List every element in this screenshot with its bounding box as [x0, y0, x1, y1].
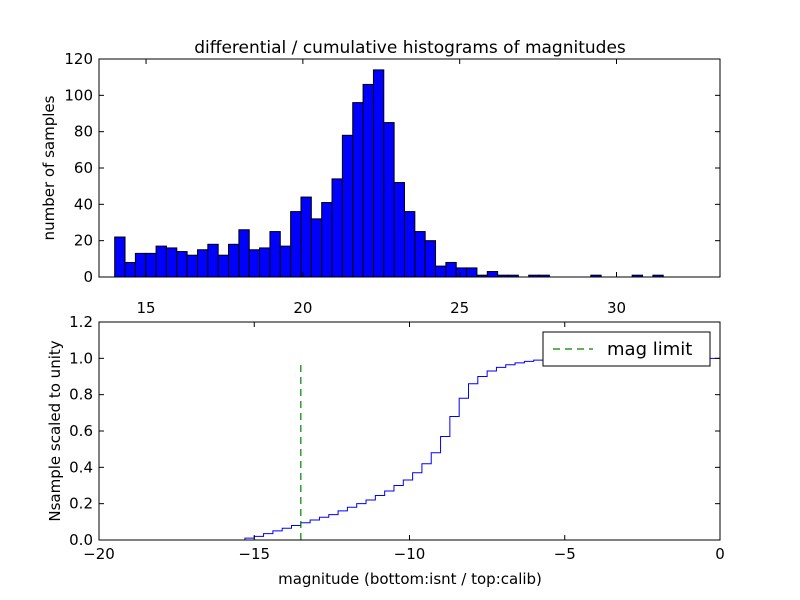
histogram-bar [165, 247, 178, 278]
histogram-panel: differential / cumulative histograms of … [40, 38, 721, 317]
cumulative-lines [99, 357, 721, 541]
histogram-bar [383, 122, 395, 278]
histogram-bar [403, 211, 416, 278]
bottom-y-tick-label: 0.8 [69, 386, 93, 404]
top-y-tick-label: 100 [64, 86, 93, 104]
bottom-x-tick-label: −5 [554, 545, 576, 563]
histogram-bar [341, 134, 354, 278]
top-axis-ticks: 15 20 25 30 0 20 40 60 80 100 120 [64, 50, 720, 317]
histogram-bar [321, 202, 333, 278]
top-plot-frame [98, 58, 721, 278]
bottom-y-tick-label: 0.4 [69, 458, 93, 476]
bottom-y-tick-label: 1.2 [69, 313, 93, 331]
histogram-bar [290, 211, 302, 278]
histogram-bar [124, 261, 136, 278]
histogram-bar [466, 267, 478, 278]
histogram-bar [279, 245, 292, 278]
histogram-bar [145, 252, 157, 278]
top-y-tick-label: 20 [74, 232, 93, 250]
top-x-tick-label: 30 [607, 299, 626, 317]
legend-label-mag-limit: mag limit [607, 339, 692, 360]
cumulative-panel: magnitude (bottom:isnt / top:calib) Nsam… [46, 313, 725, 588]
histogram-bar [155, 245, 167, 278]
histogram-bar [238, 229, 250, 278]
cumulative-step-line [99, 357, 721, 541]
top-y-tick-label: 120 [64, 50, 93, 68]
bottom-x-tick-label: 0 [715, 545, 725, 563]
histogram-bar [300, 196, 312, 278]
histogram-bar [435, 265, 447, 278]
histogram-bar [269, 231, 281, 278]
histogram-bar [352, 102, 364, 278]
bottom-y-tick-label: 1.0 [69, 349, 93, 367]
bottom-plot-frame [98, 321, 721, 541]
bottom-y-axis-label: Nsample scaled to unity [46, 340, 64, 521]
top-x-tick-label: 25 [450, 299, 469, 317]
legend: mag limit [542, 331, 711, 367]
histogram-bar [372, 69, 385, 278]
top-y-tick-label: 60 [74, 159, 93, 177]
bottom-y-tick-label: 0.2 [69, 495, 93, 513]
bottom-y-tick-label: 0.0 [69, 531, 93, 549]
histogram-bar [424, 240, 437, 278]
chart-title: differential / cumulative histograms of … [194, 38, 626, 58]
histogram-bar [207, 243, 219, 278]
histogram-bar [134, 252, 147, 278]
histogram-bar [331, 178, 343, 278]
histogram-bar [228, 243, 240, 278]
histogram-bar [259, 247, 271, 278]
histogram-bar [455, 267, 468, 278]
bottom-x-axis-label: magnitude (bottom:isnt / top:calib) [278, 570, 542, 588]
top-y-tick-label: 40 [74, 195, 93, 213]
bottom-x-tick-label: −10 [394, 545, 426, 563]
top-y-axis-label: number of samples [40, 95, 58, 240]
histogram-bar [176, 251, 188, 278]
histogram-bar [248, 249, 261, 278]
histogram-bar [393, 182, 405, 278]
top-x-tick-label: 15 [136, 299, 155, 317]
histogram-bar [310, 218, 323, 278]
top-y-tick-label: 80 [74, 123, 93, 141]
histogram-bar [196, 249, 209, 278]
histogram-bar [362, 83, 374, 278]
top-x-tick-label: 20 [293, 299, 312, 317]
histogram-bar [414, 231, 426, 278]
histogram-bar [486, 271, 499, 278]
histogram-bar [186, 254, 198, 278]
histogram-bars [114, 69, 664, 278]
histogram-bar [445, 261, 457, 278]
histogram-bar [114, 236, 126, 278]
histogram-bar [217, 254, 230, 278]
bottom-x-tick-label: −20 [83, 545, 115, 563]
bottom-x-tick-label: −15 [238, 545, 270, 563]
top-y-tick-label: 0 [83, 268, 93, 286]
bottom-y-tick-label: 0.6 [69, 422, 93, 440]
